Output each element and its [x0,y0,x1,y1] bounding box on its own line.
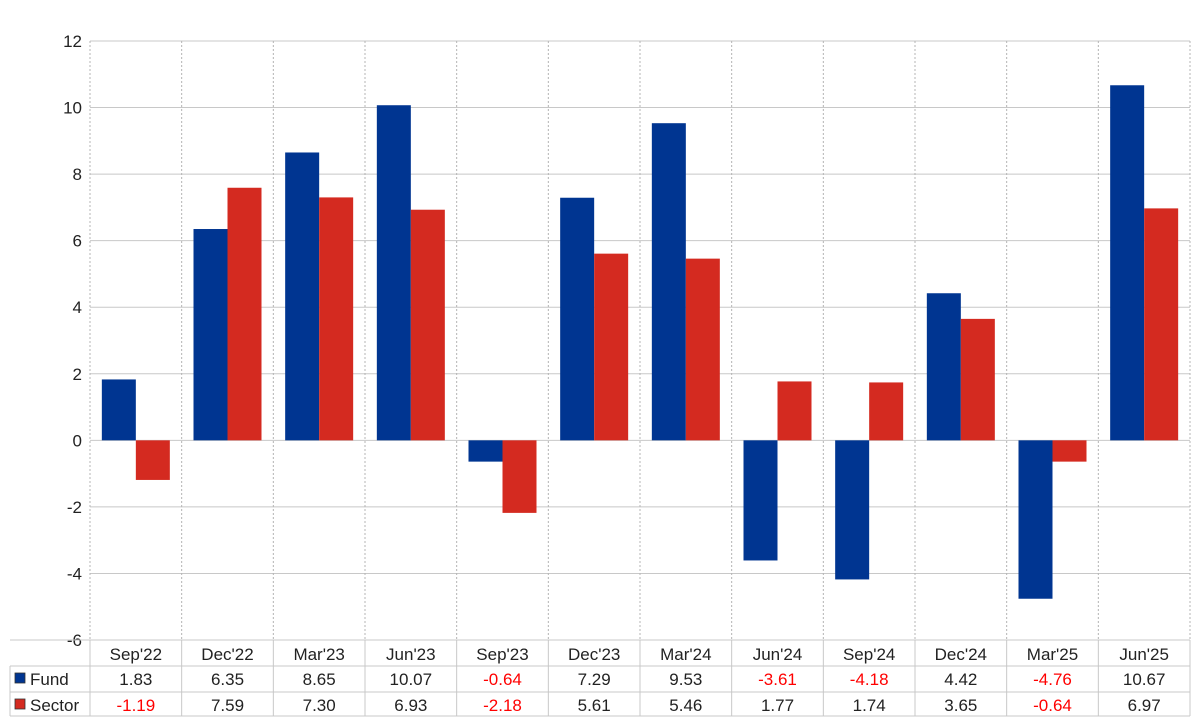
data-label-sector-4: -2.18 [483,696,522,715]
bar-fund-8 [835,440,870,580]
y-tick-label: 12 [63,32,82,51]
x-tick-label: Sep'24 [843,645,895,664]
data-label-sector-3: 6.93 [394,696,427,715]
bars [101,85,1179,599]
data-label-fund-8: -4.18 [850,670,889,689]
data-label-sector-9: 3.65 [944,696,977,715]
data-label-fund-3: 10.07 [390,670,433,689]
bar-fund-11 [1110,85,1145,441]
y-tick-label: 2 [73,365,82,384]
x-tick-label: Jun'24 [753,645,803,664]
data-label-sector-7: 1.77 [761,696,794,715]
y-tick-label: 10 [63,99,82,118]
x-tick-label: Dec'24 [935,645,987,664]
y-tick-label: -4 [67,564,82,583]
data-label-sector-5: 5.61 [578,696,611,715]
bar-fund-10 [1018,440,1053,599]
data-label-sector-1: 7.59 [211,696,244,715]
x-tick-label: Dec'23 [568,645,620,664]
data-label-sector-11: 6.97 [1128,696,1161,715]
data-label-fund-5: 7.29 [578,670,611,689]
x-tick-label: Mar'25 [1027,645,1078,664]
bar-sector-1 [227,187,262,441]
legend-swatch-fund [14,672,26,684]
bar-sector-11 [1144,208,1179,441]
x-tick-label: Mar'23 [293,645,344,664]
bar-sector-6 [685,258,720,441]
bar-sector-7 [777,381,812,441]
bar-fund-0 [101,379,136,441]
bar-sector-2 [319,197,354,441]
legend-label-sector: Sector [30,696,79,715]
data-label-fund-0: 1.83 [119,670,152,689]
data-label-sector-6: 5.46 [669,696,702,715]
data-label-fund-6: 9.53 [669,670,702,689]
bar-fund-3 [376,105,411,441]
y-tick-label: 0 [73,431,82,450]
x-tick-label: Jun'25 [1119,645,1169,664]
x-tick-label: Sep'22 [110,645,162,664]
data-table: Sep'22 Dec'22 Mar'23 Jun'23 Sep'23 Dec'23 Mar'… [9,639,1191,717]
data-label-fund-7: -3.61 [758,670,797,689]
data-label-sector-10: -0.64 [1033,696,1072,715]
bar-sector-4 [502,440,537,513]
data-label-fund-11: 10.67 [1123,670,1166,689]
data-label-fund-1: 6.35 [211,670,244,689]
bar-fund-5 [560,197,595,441]
bar-fund-1 [193,229,228,441]
data-label-sector-2: 7.30 [303,696,336,715]
bar-sector-0 [135,440,170,480]
y-tick-label: -2 [67,498,82,517]
data-label-fund-2: 8.65 [303,670,336,689]
x-tick-label: Mar'24 [660,645,711,664]
y-tick-label: 4 [73,298,82,317]
x-tick-label: Jun'23 [386,645,436,664]
bar-fund-4 [468,440,503,462]
data-label-fund-10: -4.76 [1033,670,1072,689]
bar-sector-10 [1052,440,1087,462]
bar-sector-3 [410,209,445,441]
bar-sector-5 [594,253,629,441]
bar-sector-8 [869,382,904,441]
legend-swatch-sector [14,698,26,710]
data-label-fund-4: -0.64 [483,670,522,689]
bar-fund-9 [926,293,961,441]
x-tick-label: Dec'22 [201,645,253,664]
legend-label-fund: Fund [30,670,69,689]
data-label-sector-0: -1.19 [116,696,155,715]
bar-sector-9 [960,318,995,441]
bar-fund-7 [743,440,778,561]
data-label-fund-9: 4.42 [944,670,977,689]
x-tick-label: Sep'23 [476,645,528,664]
y-tick-label: 6 [73,232,82,251]
bar-fund-6 [651,123,686,441]
y-tick-label: 8 [73,165,82,184]
bar-fund-2 [285,152,320,441]
data-label-sector-8: 1.74 [853,696,886,715]
